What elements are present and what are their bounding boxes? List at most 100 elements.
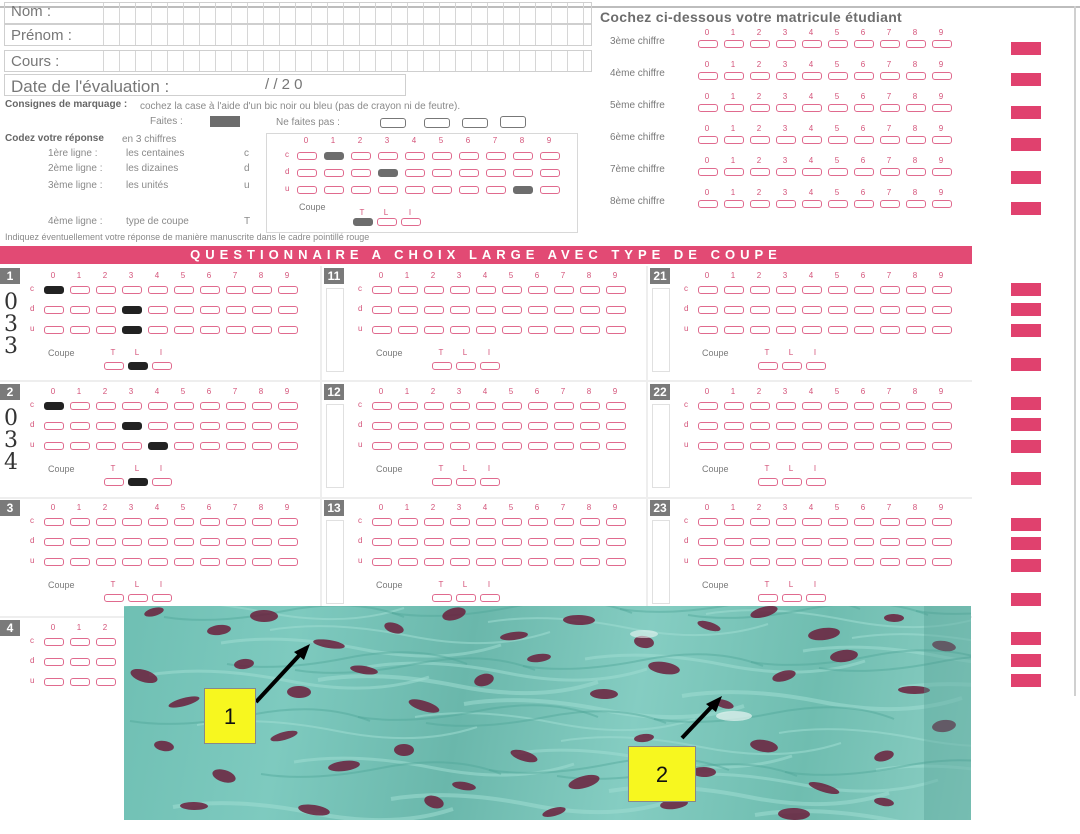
question-bubble[interactable] [476, 442, 496, 450]
question-bubble[interactable] [580, 306, 600, 314]
question-bubble[interactable] [476, 558, 496, 566]
matricule-bubble[interactable] [932, 136, 952, 144]
question-bubble[interactable] [880, 518, 900, 526]
matricule-bubble[interactable] [750, 136, 770, 144]
question-bubble[interactable] [528, 402, 548, 410]
question-bubble[interactable] [502, 422, 522, 430]
question-bubble[interactable] [750, 442, 770, 450]
matricule-bubble[interactable] [750, 200, 770, 208]
question-bubble[interactable] [776, 518, 796, 526]
question-bubble[interactable] [606, 518, 626, 526]
question-bubble[interactable] [372, 326, 392, 334]
question-bubble[interactable] [580, 538, 600, 546]
question-bubble[interactable] [424, 326, 444, 334]
question-bubble[interactable] [802, 538, 822, 546]
question-bubble[interactable] [606, 422, 626, 430]
question-bubble[interactable] [450, 558, 470, 566]
question-bubble[interactable] [252, 538, 272, 546]
question-bubble[interactable] [122, 538, 142, 546]
matricule-bubble[interactable] [854, 168, 874, 176]
question-bubble[interactable] [932, 538, 952, 546]
question-bubble[interactable] [226, 286, 246, 294]
question-bubble[interactable] [200, 538, 220, 546]
question-bubble[interactable] [122, 326, 142, 334]
question-bubble[interactable] [96, 518, 116, 526]
question-bubble[interactable] [606, 326, 626, 334]
question-bubble[interactable] [724, 442, 744, 450]
coupe-bubble[interactable] [456, 594, 476, 602]
coupe-bubble[interactable] [432, 362, 452, 370]
question-bubble[interactable] [226, 402, 246, 410]
question-bubble[interactable] [174, 326, 194, 334]
coupe-bubble[interactable] [104, 362, 124, 370]
question-bubble[interactable] [252, 326, 272, 334]
answer-box[interactable] [326, 288, 344, 372]
coupe-bubble[interactable] [456, 362, 476, 370]
question-bubble[interactable] [174, 422, 194, 430]
question-bubble[interactable] [476, 422, 496, 430]
question-bubble[interactable] [226, 422, 246, 430]
question-bubble[interactable] [96, 286, 116, 294]
matricule-bubble[interactable] [906, 40, 926, 48]
date-field[interactable]: Date de l'évaluation : / / 2 0 [4, 74, 406, 96]
question-bubble[interactable] [122, 286, 142, 294]
question-bubble[interactable] [200, 422, 220, 430]
question-bubble[interactable] [122, 558, 142, 566]
question-bubble[interactable] [148, 286, 168, 294]
question-bubble[interactable] [226, 538, 246, 546]
question-bubble[interactable] [122, 518, 142, 526]
question-bubble[interactable] [278, 518, 298, 526]
question-bubble[interactable] [932, 558, 952, 566]
question-bubble[interactable] [476, 326, 496, 334]
matricule-bubble[interactable] [880, 40, 900, 48]
question-bubble[interactable] [880, 306, 900, 314]
question-bubble[interactable] [606, 306, 626, 314]
question-bubble[interactable] [424, 286, 444, 294]
question-bubble[interactable] [278, 402, 298, 410]
question-bubble[interactable] [802, 558, 822, 566]
question-bubble[interactable] [554, 442, 574, 450]
question-bubble[interactable] [70, 538, 90, 546]
question-bubble[interactable] [580, 422, 600, 430]
coupe-bubble[interactable] [104, 594, 124, 602]
question-bubble[interactable] [854, 518, 874, 526]
question-bubble[interactable] [698, 422, 718, 430]
question-bubble[interactable] [724, 518, 744, 526]
question-bubble[interactable] [502, 558, 522, 566]
question-bubble[interactable] [880, 558, 900, 566]
question-bubble[interactable] [802, 442, 822, 450]
matricule-bubble[interactable] [932, 72, 952, 80]
question-bubble[interactable] [70, 518, 90, 526]
question-bubble[interactable] [776, 538, 796, 546]
prenom-field[interactable]: Prénom : [4, 24, 592, 46]
question-bubble[interactable] [372, 558, 392, 566]
question-bubble[interactable] [906, 402, 926, 410]
question-bubble[interactable] [698, 538, 718, 546]
question-bubble[interactable] [252, 442, 272, 450]
question-bubble[interactable] [828, 286, 848, 294]
question-bubble[interactable] [606, 286, 626, 294]
question-bubble[interactable] [606, 538, 626, 546]
matricule-bubble[interactable] [724, 72, 744, 80]
question-bubble[interactable] [528, 326, 548, 334]
question-bubble[interactable] [554, 538, 574, 546]
question-bubble[interactable] [932, 442, 952, 450]
answer-box[interactable] [652, 288, 670, 372]
matricule-bubble[interactable] [776, 40, 796, 48]
matricule-bubble[interactable] [880, 72, 900, 80]
matricule-bubble[interactable] [880, 104, 900, 112]
matricule-bubble[interactable] [802, 72, 822, 80]
question-bubble[interactable] [528, 286, 548, 294]
matricule-bubble[interactable] [880, 136, 900, 144]
matricule-bubble[interactable] [750, 72, 770, 80]
question-bubble[interactable] [96, 442, 116, 450]
question-bubble[interactable] [424, 422, 444, 430]
question-bubble[interactable] [450, 518, 470, 526]
question-bubble[interactable] [502, 286, 522, 294]
question-bubble[interactable] [606, 558, 626, 566]
question-bubble[interactable] [606, 442, 626, 450]
matricule-bubble[interactable] [776, 200, 796, 208]
question-bubble[interactable] [252, 518, 272, 526]
question-bubble[interactable] [44, 306, 64, 314]
question-bubble[interactable] [226, 558, 246, 566]
